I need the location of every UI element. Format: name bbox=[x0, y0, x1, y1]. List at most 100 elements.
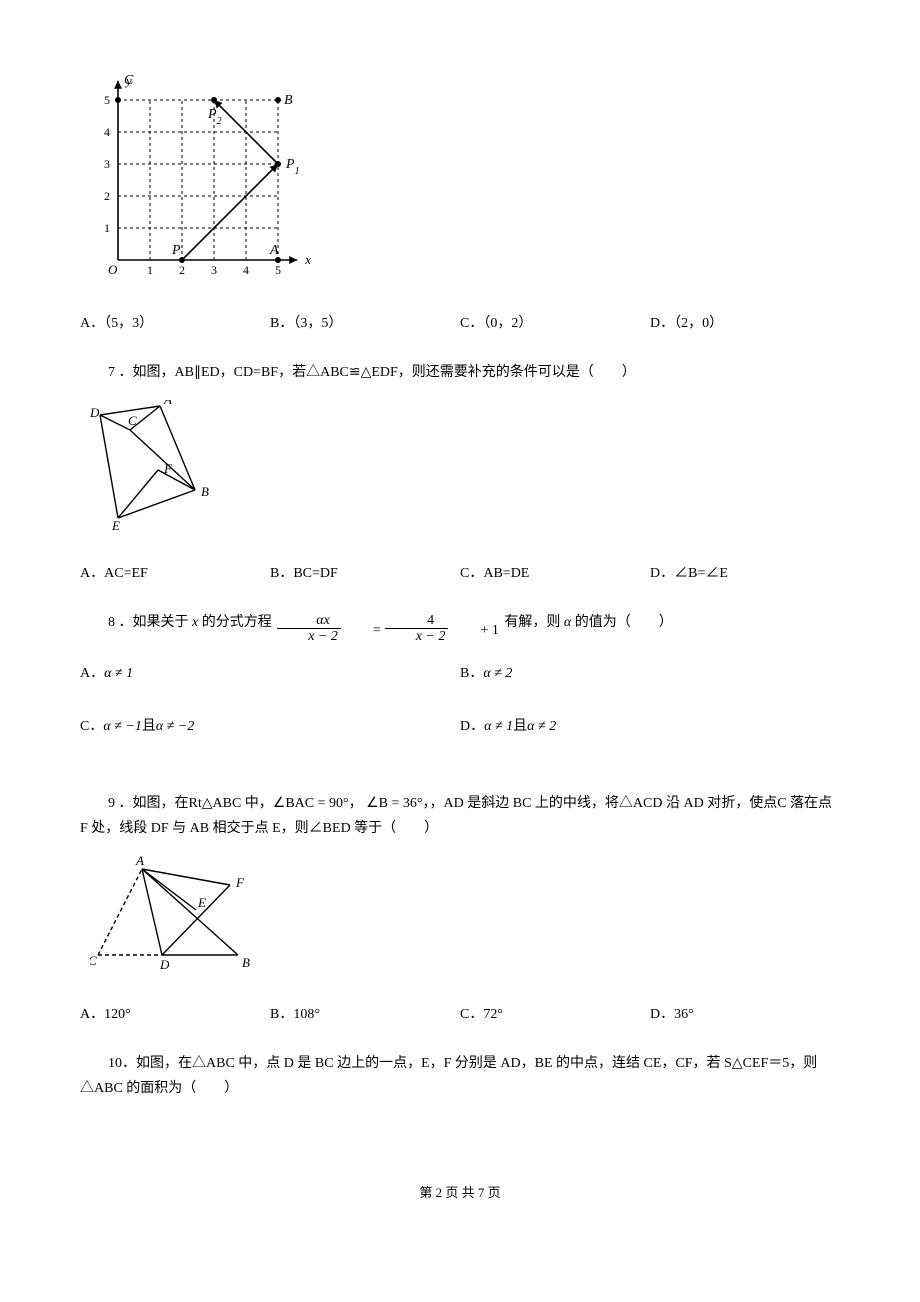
q6-figure: 1234512345xyOABCPP1P2 bbox=[90, 60, 840, 299]
q8-var-x: x bbox=[192, 615, 198, 630]
q9-mid1: 中， bbox=[245, 796, 273, 811]
q6-b-text: （3，5） bbox=[293, 316, 342, 331]
q8-frac2-den: x − 2 bbox=[385, 628, 449, 644]
q9-d-text: 36° bbox=[674, 1007, 694, 1022]
q9-c-text: 72° bbox=[483, 1007, 503, 1022]
svg-text:P1: P1 bbox=[285, 157, 300, 177]
q6-options: A．（5，3） B．（3，5） C．（0，2） D．（2，0） bbox=[80, 311, 840, 336]
q9-ang2: ∠B = 36° bbox=[366, 796, 422, 811]
svg-text:F: F bbox=[163, 461, 173, 476]
svg-text:3: 3 bbox=[104, 157, 110, 171]
q7-options: A．AC=EF B．BC=DF C．AB=DE D．∠B=∠E bbox=[80, 561, 840, 586]
svg-text:3: 3 bbox=[211, 263, 217, 277]
q8-opt-b: B．α ≠ 2 bbox=[460, 661, 840, 686]
q9-sep2: ， bbox=[423, 796, 430, 811]
q6-opt-a: A．（5，3） bbox=[80, 311, 270, 336]
q8-var-a: α bbox=[564, 615, 571, 630]
svg-text:D: D bbox=[90, 405, 100, 420]
svg-text:B: B bbox=[201, 484, 209, 499]
q8-frac1-den: x − 2 bbox=[277, 628, 341, 644]
q8-frac2: 4 x − 2 bbox=[385, 613, 449, 645]
q8-equation: αx x − 2 = 4 x − 2 + 1 bbox=[275, 615, 501, 647]
svg-text:F: F bbox=[235, 875, 245, 890]
svg-text:A: A bbox=[135, 855, 144, 868]
svg-text:4: 4 bbox=[243, 263, 249, 277]
q8-opt-c: C．α ≠ −1且α ≠ −2 bbox=[80, 714, 460, 739]
q8-options: A．α ≠ 1 B．α ≠ 2 C．α ≠ −1且α ≠ −2 D．α ≠ 1且… bbox=[80, 661, 840, 767]
q6-a-text: （5，3） bbox=[104, 316, 153, 331]
q8-d-mid: 且 bbox=[513, 719, 527, 734]
svg-text:5: 5 bbox=[275, 263, 281, 277]
q9-svg: C D B A F E bbox=[90, 855, 270, 980]
q10-text: 10．如图，在△ABC 中，点 D 是 BC 边上的一点，E，F 分别是 AD，… bbox=[80, 1051, 840, 1101]
q8-post: 的值为（ ） bbox=[575, 615, 673, 630]
q9-sep1: ， bbox=[349, 796, 363, 811]
svg-text:x: x bbox=[304, 252, 311, 267]
q7-c-text: AB=DE bbox=[483, 566, 529, 581]
q9-opt-a: A．120° bbox=[80, 1002, 270, 1027]
svg-text:C: C bbox=[128, 413, 137, 428]
q8-d-pre: α ≠ 1 bbox=[484, 719, 513, 734]
q9-opt-b: B．108° bbox=[270, 1002, 460, 1027]
svg-text:O: O bbox=[108, 262, 118, 277]
q7-opt-b: B．BC=DF bbox=[270, 561, 460, 586]
q9-pre: 9 ．如图，在 bbox=[108, 796, 189, 811]
q8-b-text: α ≠ 2 bbox=[483, 666, 512, 681]
q9-ang1: ∠BAC = 90° bbox=[273, 796, 349, 811]
q8-c-mid: 且 bbox=[142, 719, 156, 734]
svg-text:E: E bbox=[197, 895, 206, 910]
q8-frac1-num: αx bbox=[277, 613, 341, 628]
svg-text:C: C bbox=[124, 73, 134, 88]
svg-text:5: 5 bbox=[104, 93, 110, 107]
q8-a-text: α ≠ 1 bbox=[104, 666, 133, 681]
svg-text:B: B bbox=[284, 93, 293, 108]
q9-options: A．120° B．108° C．72° D．36° bbox=[80, 1002, 840, 1027]
q7-text: 7 ．如图，AB∥ED，CD=BF，若△ABC≌△EDF，则还需要补充的条件可以… bbox=[80, 360, 840, 385]
q8-pre: 8 ．如果关于 bbox=[108, 615, 189, 630]
svg-text:1: 1 bbox=[104, 221, 110, 235]
q9-rt: Rt△ABC bbox=[189, 796, 242, 811]
q8-frac1: αx x − 2 bbox=[277, 613, 341, 645]
q6-c-text: （0，2） bbox=[483, 316, 532, 331]
svg-text:B: B bbox=[242, 955, 250, 970]
q7-opt-a: A．AC=EF bbox=[80, 561, 270, 586]
svg-text:P2: P2 bbox=[207, 107, 222, 127]
q7-opt-d: D．∠B=∠E bbox=[650, 561, 840, 586]
svg-text:D: D bbox=[159, 957, 170, 972]
q7-d-text: ∠B=∠E bbox=[674, 566, 728, 581]
q6-opt-b: B．（3，5） bbox=[270, 311, 460, 336]
q8-mid2: 有解，则 bbox=[504, 615, 560, 630]
q8-text: 8 ．如果关于 x 的分式方程 αx x − 2 = 4 x − 2 + 1 有… bbox=[80, 610, 840, 647]
svg-text:2: 2 bbox=[104, 189, 110, 203]
q7-opt-c: C．AB=DE bbox=[460, 561, 650, 586]
q6-opt-c: C．（0，2） bbox=[460, 311, 650, 336]
svg-text:2: 2 bbox=[179, 263, 185, 277]
q8-d-post: α ≠ 2 bbox=[527, 719, 556, 734]
q7-b-text: BC=DF bbox=[293, 566, 337, 581]
q9-opt-d: D．36° bbox=[650, 1002, 840, 1027]
page-footer: 第 2 页 共 7 页 bbox=[80, 1181, 840, 1204]
q9-a-text: 120° bbox=[104, 1007, 131, 1022]
q7-a-text: AC=EF bbox=[104, 566, 148, 581]
q8-opt-a: A．α ≠ 1 bbox=[80, 661, 460, 686]
svg-text:A: A bbox=[163, 400, 172, 407]
q7-svg: D A C F B E bbox=[90, 400, 220, 540]
q9-opt-c: C．72° bbox=[460, 1002, 650, 1027]
coord-grid-svg: 1234512345xyOABCPP1P2 bbox=[90, 60, 320, 290]
q6-d-text: （2，0） bbox=[674, 316, 723, 331]
svg-text:E: E bbox=[111, 518, 120, 533]
q9-figure: C D B A F E bbox=[90, 855, 840, 989]
q6-opt-d: D．（2，0） bbox=[650, 311, 840, 336]
svg-text:P: P bbox=[171, 243, 181, 258]
q8-c-post: α ≠ −2 bbox=[156, 719, 194, 734]
q7-figure: D A C F B E bbox=[90, 400, 840, 549]
q8-c-pre: α ≠ −1 bbox=[103, 719, 141, 734]
q8-frac2-num: 4 bbox=[385, 613, 449, 628]
q9-b-text: 108° bbox=[293, 1007, 320, 1022]
svg-text:1: 1 bbox=[147, 263, 153, 277]
svg-text:C: C bbox=[90, 953, 97, 968]
q8-mid1: 的分式方程 bbox=[202, 615, 272, 630]
q9-text: 9 ．如图，在Rt△ABC 中，∠BAC = 90°， ∠B = 36°，，AD… bbox=[80, 791, 840, 841]
q8-opt-d: D．α ≠ 1且α ≠ 2 bbox=[460, 714, 840, 739]
svg-text:4: 4 bbox=[104, 125, 110, 139]
